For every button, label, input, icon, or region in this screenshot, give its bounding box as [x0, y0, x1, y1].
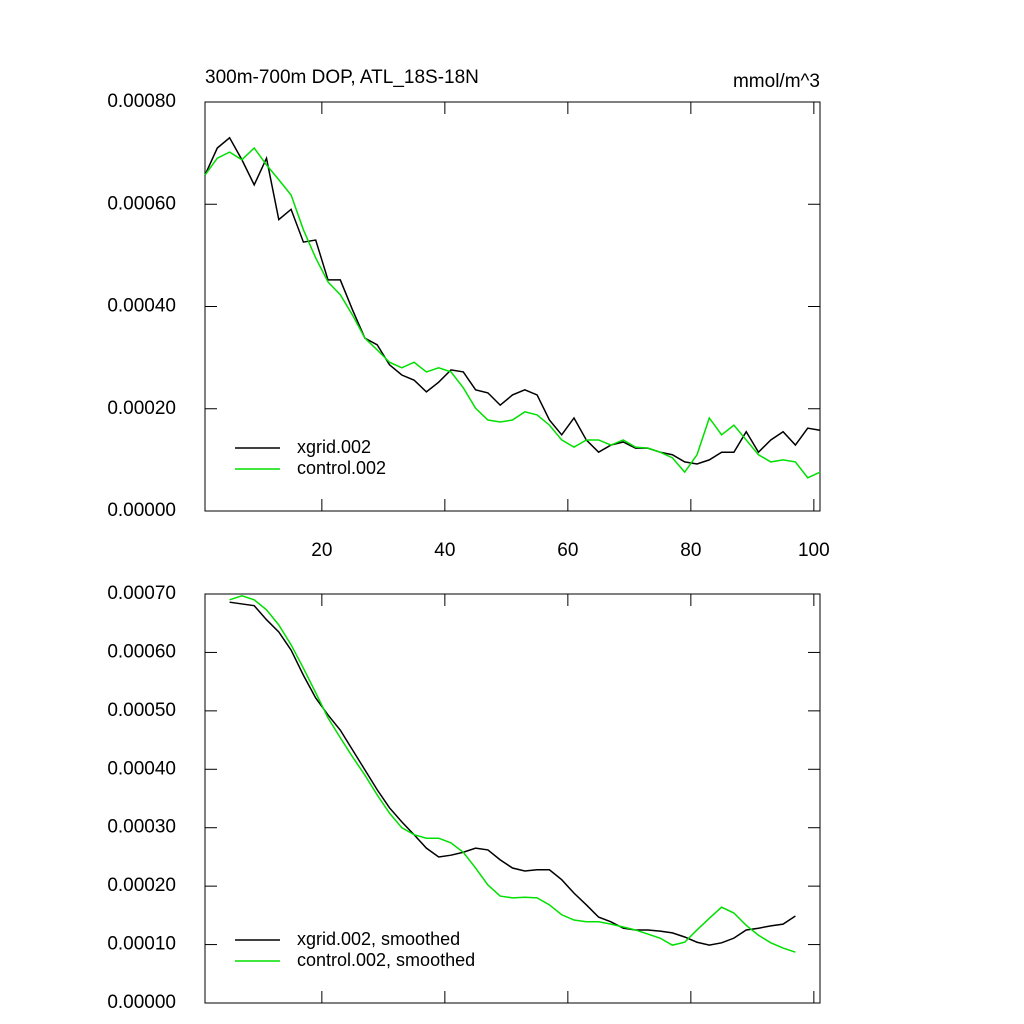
- chart-title: 300m-700m DOP, ATL_18S-18N: [205, 67, 479, 88]
- x-tick-label: 100: [798, 540, 830, 561]
- legend-label: control.002, smoothed: [297, 950, 475, 970]
- data-line: [204, 146, 821, 479]
- y-tick-label: 0.00010: [107, 934, 176, 955]
- y-tick-label: 0.00080: [107, 91, 176, 112]
- x-tick-label: 20: [311, 540, 332, 561]
- y-tick-label: 0.00040: [107, 758, 176, 779]
- x-tick-label: 60: [557, 540, 578, 561]
- legend-label: xgrid.002: [297, 437, 371, 457]
- plot-frame: [204, 593, 821, 1004]
- y-tick-label: 0.00000: [107, 500, 176, 521]
- y-tick-label: 0.00060: [107, 641, 176, 662]
- y-tick-label: 0.00030: [107, 817, 176, 838]
- data-line: [204, 136, 821, 465]
- y-tick-label: 0.00040: [107, 296, 176, 317]
- y-tick-label: 0.00020: [107, 875, 176, 896]
- units-label: mmol/m^3: [733, 71, 820, 92]
- y-tick-label: 0.00060: [107, 193, 176, 214]
- y-tick-label: 0.00070: [107, 583, 176, 604]
- data-line: [229, 594, 796, 953]
- y-tick-label: 0.00000: [107, 992, 176, 1013]
- y-tick-label: 0.00020: [107, 398, 176, 419]
- x-tick-label: 80: [680, 540, 701, 561]
- legend-label: xgrid.002, smoothed: [297, 929, 460, 949]
- x-tick-label: 40: [434, 540, 455, 561]
- y-tick-label: 0.00050: [107, 700, 176, 721]
- legend-label: control.002: [297, 458, 386, 478]
